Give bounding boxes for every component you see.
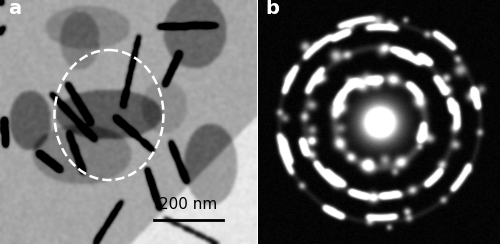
Text: b: b bbox=[266, 0, 280, 18]
Text: 200 nm: 200 nm bbox=[159, 197, 218, 212]
Text: a: a bbox=[8, 0, 21, 18]
